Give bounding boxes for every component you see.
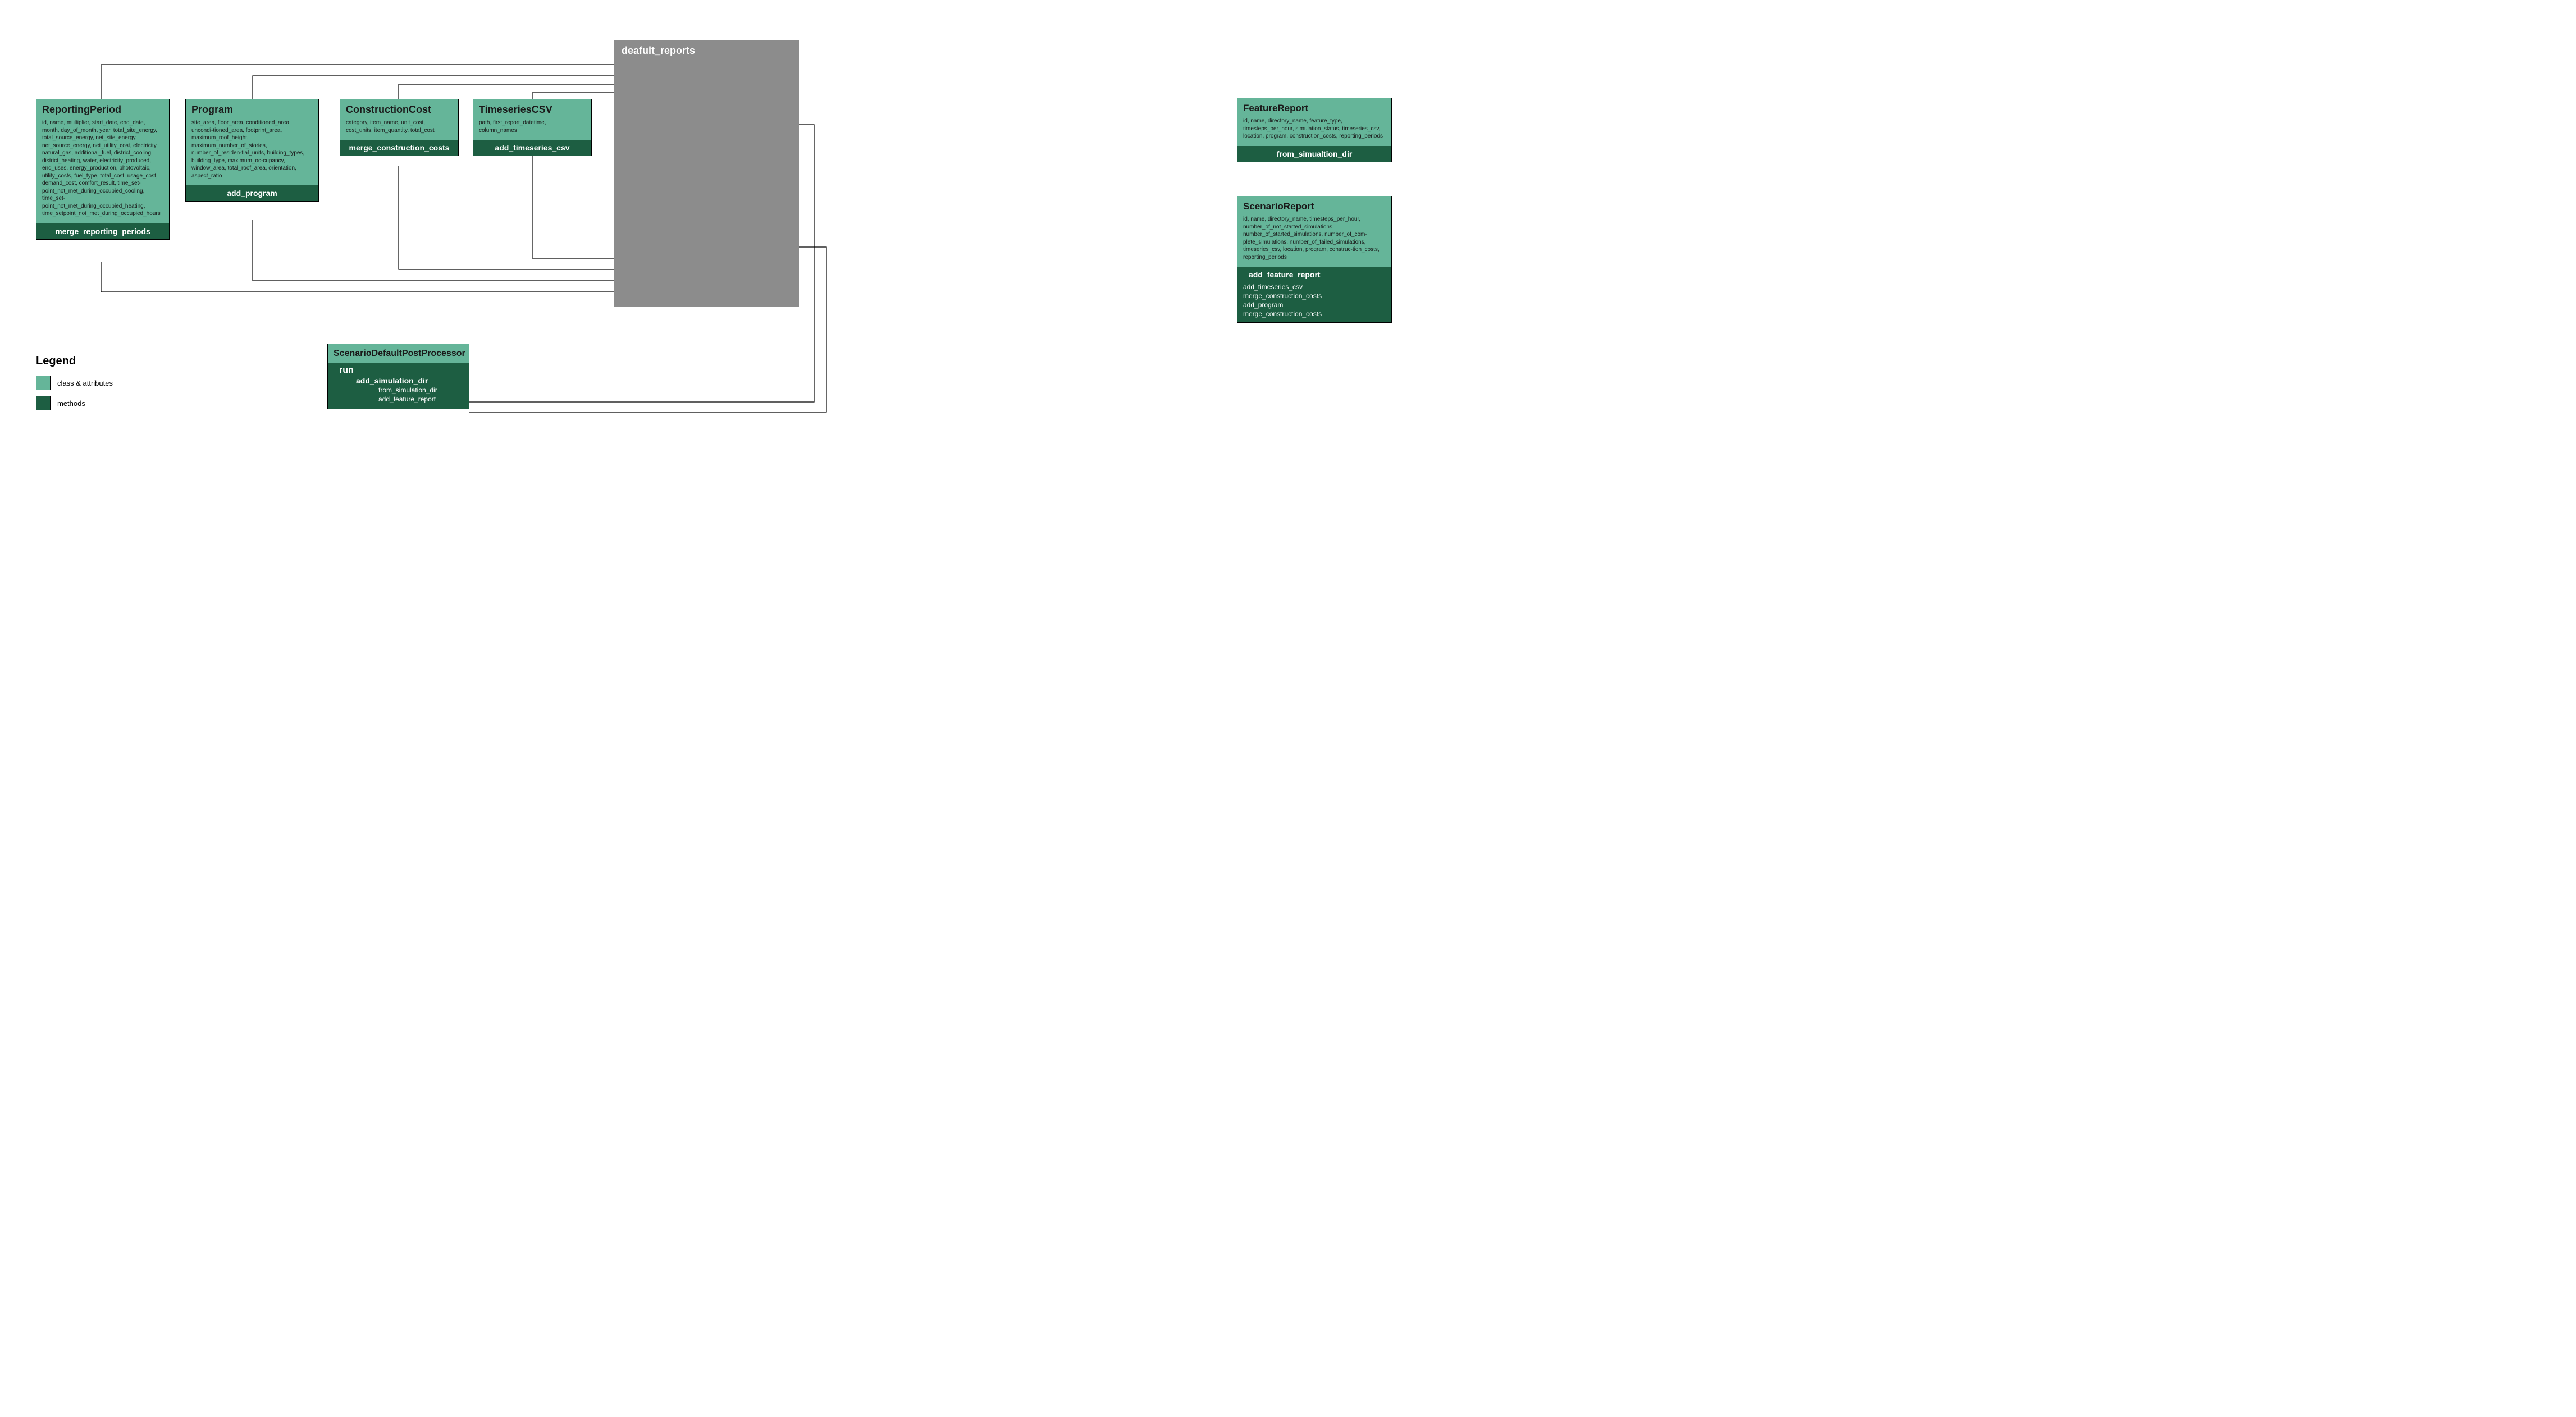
sub-method: from_simulation_dir <box>328 386 469 395</box>
class-method: merge_reporting_periods <box>36 223 169 239</box>
class-title: Program <box>186 99 318 117</box>
class-program: Program site_area, floor_area, condition… <box>185 99 319 202</box>
class-title: FeatureReport <box>1237 98 1391 115</box>
legend-label: class & attributes <box>57 379 113 387</box>
class-method: merge_construction_costs <box>340 140 458 156</box>
group-default-reports: deafult_reports FeatureReport id, name, … <box>614 40 799 307</box>
class-method-main: add_feature_report <box>1237 267 1391 282</box>
class-attrs: path, first_report_datetime, column_name… <box>473 117 591 140</box>
legend: Legend class & attributes methods <box>36 355 113 416</box>
sub-method: add_timeseries_csv <box>1237 282 1391 291</box>
sub-method: merge_construction_costs <box>1237 309 1391 322</box>
class-scenario-report: ScenarioReport id, name, directory_name,… <box>1237 196 1392 323</box>
class-attrs: site_area, floor_area, conditioned_area,… <box>186 117 318 185</box>
legend-label: methods <box>57 399 85 408</box>
class-title: ScenarioDefaultPostProcessor <box>328 344 469 363</box>
class-method: add_timeseries_csv <box>473 140 591 156</box>
method-run: run <box>328 363 469 376</box>
class-feature-report: FeatureReport id, name, directory_name, … <box>1237 98 1392 162</box>
legend-swatch <box>36 376 51 390</box>
group-title: deafult_reports <box>622 45 782 57</box>
class-construction-cost: ConstructionCost category, item_name, un… <box>340 99 459 156</box>
class-title: ConstructionCost <box>340 99 458 117</box>
class-title: ReportingPeriod <box>36 99 169 117</box>
class-attrs: id, name, directory_name, timesteps_per_… <box>1237 213 1391 267</box>
class-reporting-period: ReportingPeriod id, name, multiplier, st… <box>36 99 170 240</box>
legend-swatch <box>36 396 51 410</box>
legend-title: Legend <box>36 355 113 368</box>
class-title: TimeseriesCSV <box>473 99 591 117</box>
class-attrs: id, name, directory_name, feature_type, … <box>1237 115 1391 146</box>
sub-method: add_feature_report <box>328 395 469 409</box>
legend-row: methods <box>36 396 113 410</box>
class-method: add_program <box>186 185 318 201</box>
sub-method: add_program <box>1237 300 1391 309</box>
class-attrs: id, name, multiplier, start_date, end_da… <box>36 117 169 223</box>
sub-method: merge_construction_costs <box>1237 291 1391 300</box>
class-attrs: category, item_name, unit_cost, cost_uni… <box>340 117 458 140</box>
method-add-sim: add_simulation_dir <box>328 376 469 386</box>
legend-row: class & attributes <box>36 376 113 390</box>
class-title: ScenarioReport <box>1237 196 1391 213</box>
class-sdpp: ScenarioDefaultPostProcessor run add_sim… <box>327 344 469 409</box>
class-method: from_simualtion_dir <box>1237 146 1391 162</box>
class-timeseries-csv: TimeseriesCSV path, first_report_datetim… <box>473 99 592 156</box>
